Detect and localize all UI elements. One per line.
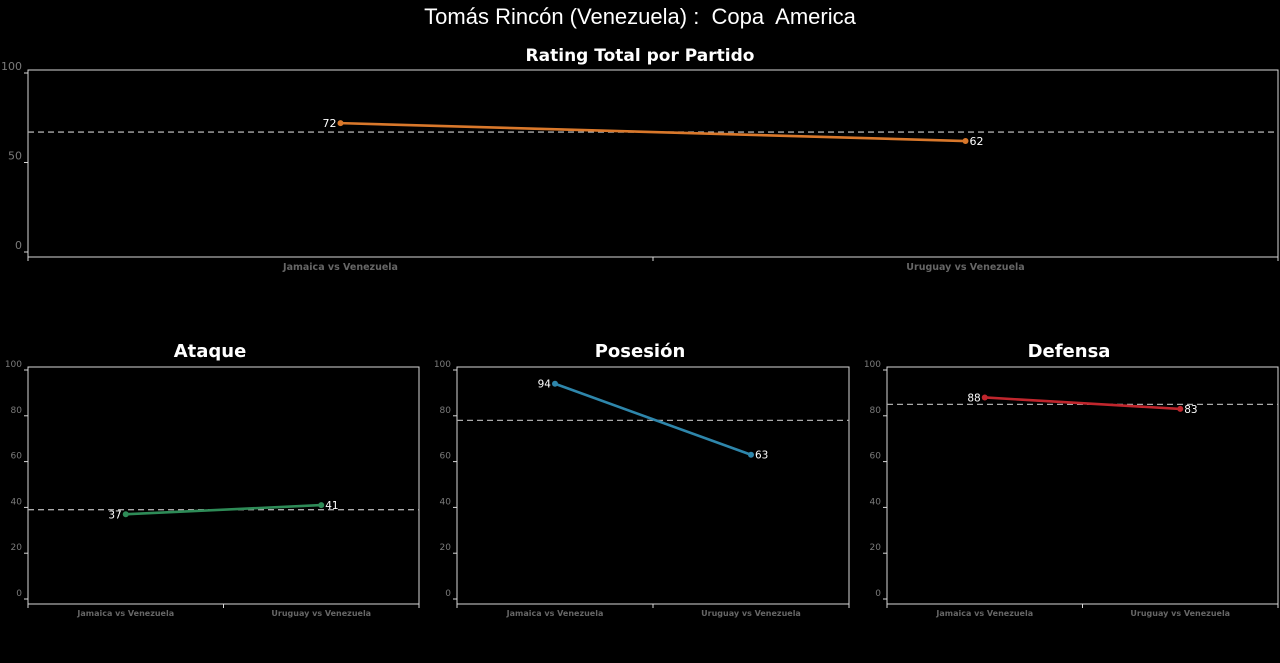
ataque-data-label: 41	[325, 500, 338, 512]
ataque-point	[318, 502, 325, 509]
total-point	[337, 120, 344, 127]
posesion-ytick-label: 20	[440, 543, 452, 553]
ataque-data-label: 37	[108, 509, 121, 521]
defensa-title: Defensa	[1028, 341, 1111, 362]
posesion-title: Posesión	[595, 341, 686, 362]
ataque-series-line	[125, 503, 322, 516]
total-category-label: Jamaica vs Venezuela	[282, 262, 398, 273]
defensa-point	[1177, 405, 1184, 412]
defensa-ytick-label: 40	[870, 497, 882, 507]
posesion-ytick-label: 80	[440, 406, 452, 416]
defensa-series-line	[984, 396, 1181, 411]
ataque-category-label: Jamaica vs Venezuela	[76, 609, 174, 618]
main-title: Tomás Rincón (Venezuela) : Copa America	[424, 4, 856, 29]
posesion-point	[748, 451, 754, 458]
defensa-category-label: Uruguay vs Venezuela	[1130, 609, 1230, 618]
ataque-point	[122, 511, 129, 518]
defensa-category-label: Jamaica vs Venezuela	[935, 609, 1033, 618]
posesion-ytick-label: 40	[440, 497, 452, 507]
defensa-data-label: 83	[1184, 404, 1197, 416]
defensa-ytick-label: 80	[870, 406, 882, 416]
ataque-ytick-label: 60	[11, 452, 23, 462]
total-point	[962, 138, 969, 145]
total-data-label: 62	[970, 135, 984, 148]
posesion-frame	[456, 366, 850, 605]
total-frame	[27, 69, 1279, 258]
defensa-ytick-label: 20	[870, 543, 882, 553]
posesion-data-label: 94	[538, 379, 552, 391]
ataque-category-label: Uruguay vs Venezuela	[271, 609, 371, 618]
total-category-label: Uruguay vs Venezuela	[906, 262, 1024, 273]
posesion-data-label: 63	[755, 450, 768, 462]
posesion-ytick-label: 0	[445, 589, 451, 599]
ataque-ytick-label: 40	[11, 497, 23, 507]
posesion-point	[552, 380, 558, 387]
total-ytick-label: 100	[1, 60, 22, 73]
ataque-title: Ataque	[174, 341, 247, 362]
ataque-ytick-label: 20	[11, 543, 23, 553]
total-ytick-label: 0	[15, 239, 22, 252]
posesion-category-label: Jamaica vs Venezuela	[506, 609, 604, 618]
posesion-series-line	[554, 382, 752, 456]
defensa-ytick-label: 0	[875, 589, 881, 599]
total-title: Rating Total por Partido	[526, 46, 755, 66]
total-data-label: 72	[323, 117, 337, 130]
ataque-ytick-label: 100	[5, 360, 22, 370]
total-series-line	[340, 121, 966, 143]
defensa-point	[981, 394, 988, 401]
ataque-ytick-label: 0	[16, 589, 22, 599]
total-ytick-label: 50	[8, 150, 22, 163]
ataque-ytick-label: 80	[11, 406, 23, 416]
defensa-ytick-label: 100	[864, 360, 881, 370]
ataque-frame	[27, 366, 420, 605]
defensa-data-label: 88	[967, 392, 980, 404]
posesion-category-label: Uruguay vs Venezuela	[701, 609, 801, 618]
posesion-ytick-label: 100	[434, 360, 451, 370]
posesion-ytick-label: 60	[440, 452, 452, 462]
defensa-ytick-label: 60	[870, 452, 882, 462]
